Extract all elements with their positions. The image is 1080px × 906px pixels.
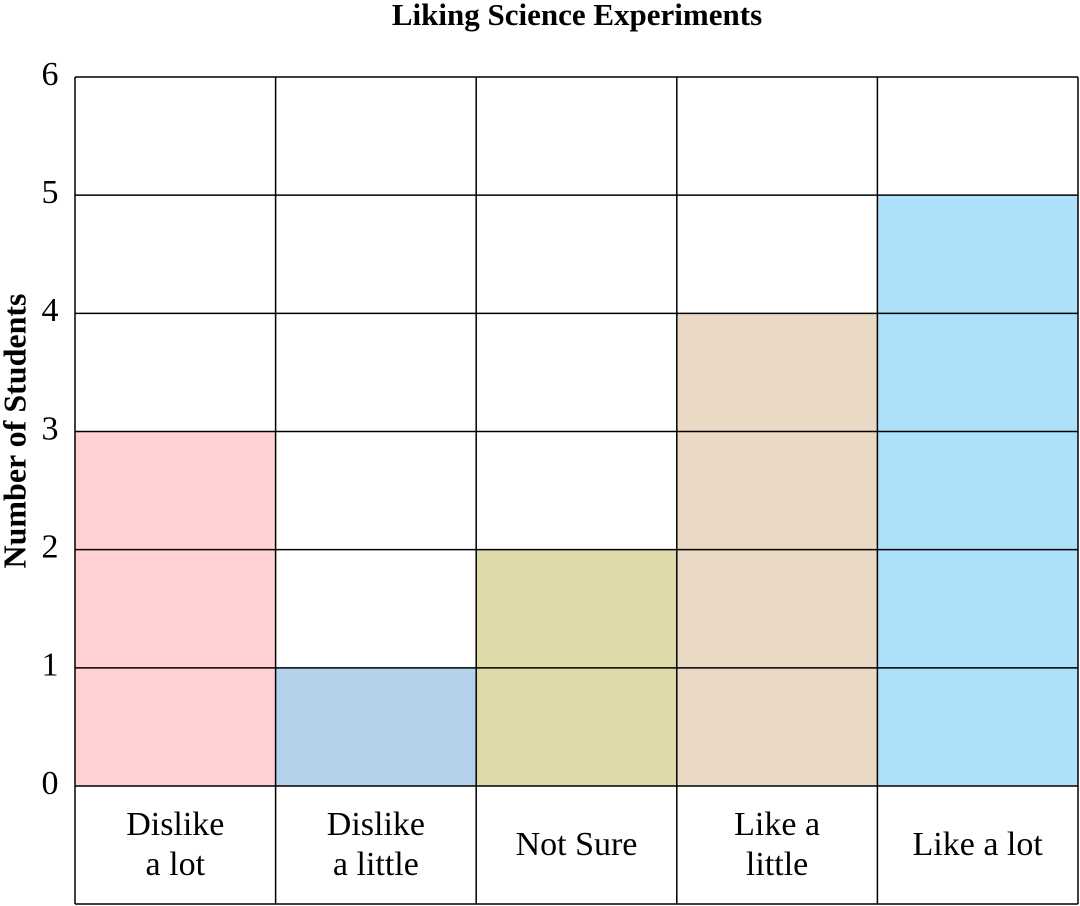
bar (275, 667, 477, 786)
x-tick-label: Not Sure (515, 826, 638, 863)
y-tick-label: 6 (42, 56, 59, 93)
y-tick-label: 3 (42, 410, 59, 447)
bar (75, 431, 276, 786)
x-tick-label: Like a little (734, 806, 821, 883)
bar (877, 195, 1078, 786)
x-tick-label: Dislike a lot (126, 806, 225, 883)
y-tick-label: 5 (42, 174, 59, 211)
x-tick-label: Dislike a little (326, 806, 425, 883)
y-tick-label: 2 (42, 528, 59, 565)
y-axis-label: Number of Students (0, 294, 32, 569)
x-tick-label: Like a lot (912, 826, 1043, 863)
y-tick-label: 4 (42, 292, 59, 329)
y-tick-label: 0 (42, 765, 59, 802)
y-tick-label: 1 (42, 647, 59, 684)
chart-title: Liking Science Experiments (392, 0, 762, 32)
